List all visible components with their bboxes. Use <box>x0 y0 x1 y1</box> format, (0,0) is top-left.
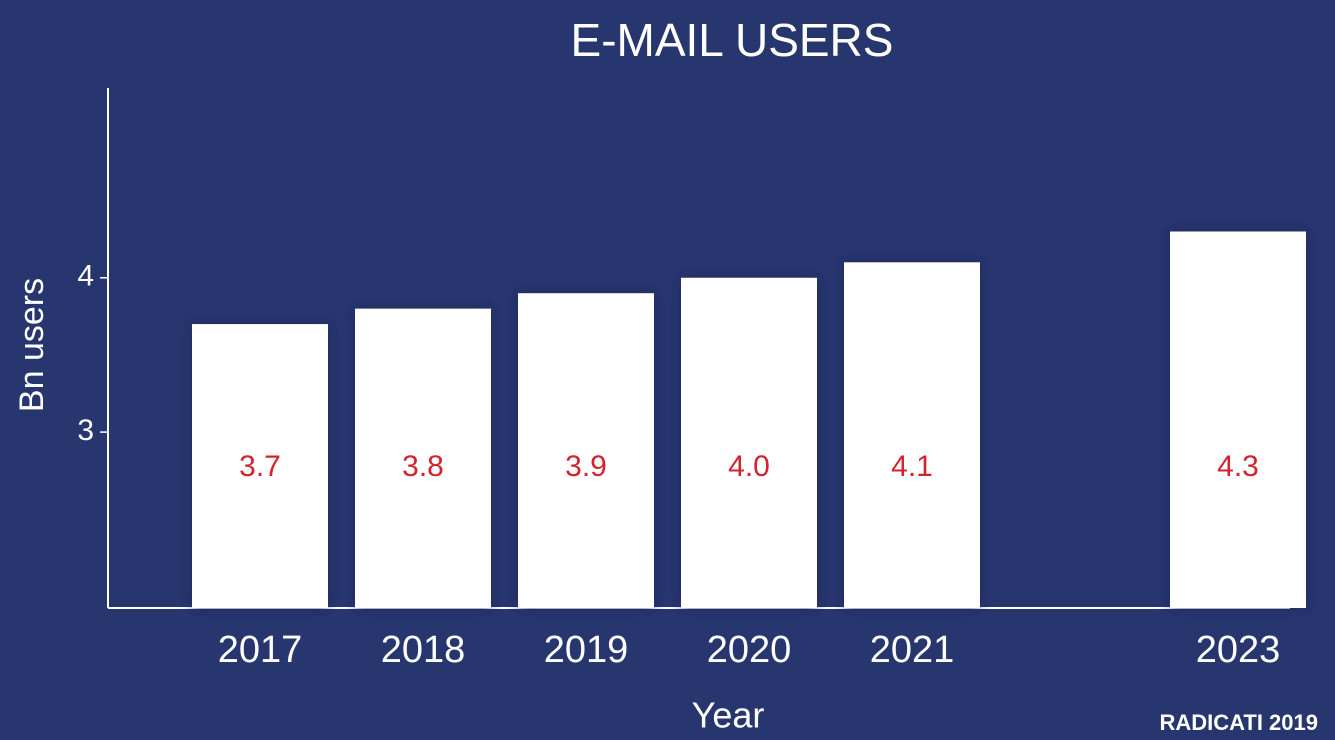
value-label: 3.9 <box>565 450 607 483</box>
bar <box>192 324 328 608</box>
y-tick-label: 3 <box>77 414 94 447</box>
bar <box>518 293 654 608</box>
x-tick-label: 2017 <box>218 629 303 671</box>
x-axis-label: Year <box>692 695 765 736</box>
bar <box>355 308 491 608</box>
x-tick-label: 2020 <box>707 629 792 671</box>
value-label: 4.3 <box>1217 450 1259 483</box>
bar <box>681 277 817 608</box>
value-label: 3.8 <box>402 450 444 483</box>
value-label: 3.7 <box>239 450 281 483</box>
bar <box>844 262 980 608</box>
bar <box>1170 231 1306 609</box>
y-axis-label: Bn users <box>13 278 51 412</box>
value-label: 4.0 <box>728 450 770 483</box>
x-tick-label: 2023 <box>1196 629 1281 671</box>
x-tick-label: 2018 <box>381 629 466 671</box>
x-tick-label: 2021 <box>870 629 955 671</box>
value-label: 4.1 <box>891 450 933 483</box>
chart-title: E-MAIL USERS <box>571 14 894 66</box>
x-tick-label: 2019 <box>544 629 629 671</box>
y-tick-label: 4 <box>77 260 94 293</box>
source: RADICATI 2019 <box>1159 710 1318 735</box>
